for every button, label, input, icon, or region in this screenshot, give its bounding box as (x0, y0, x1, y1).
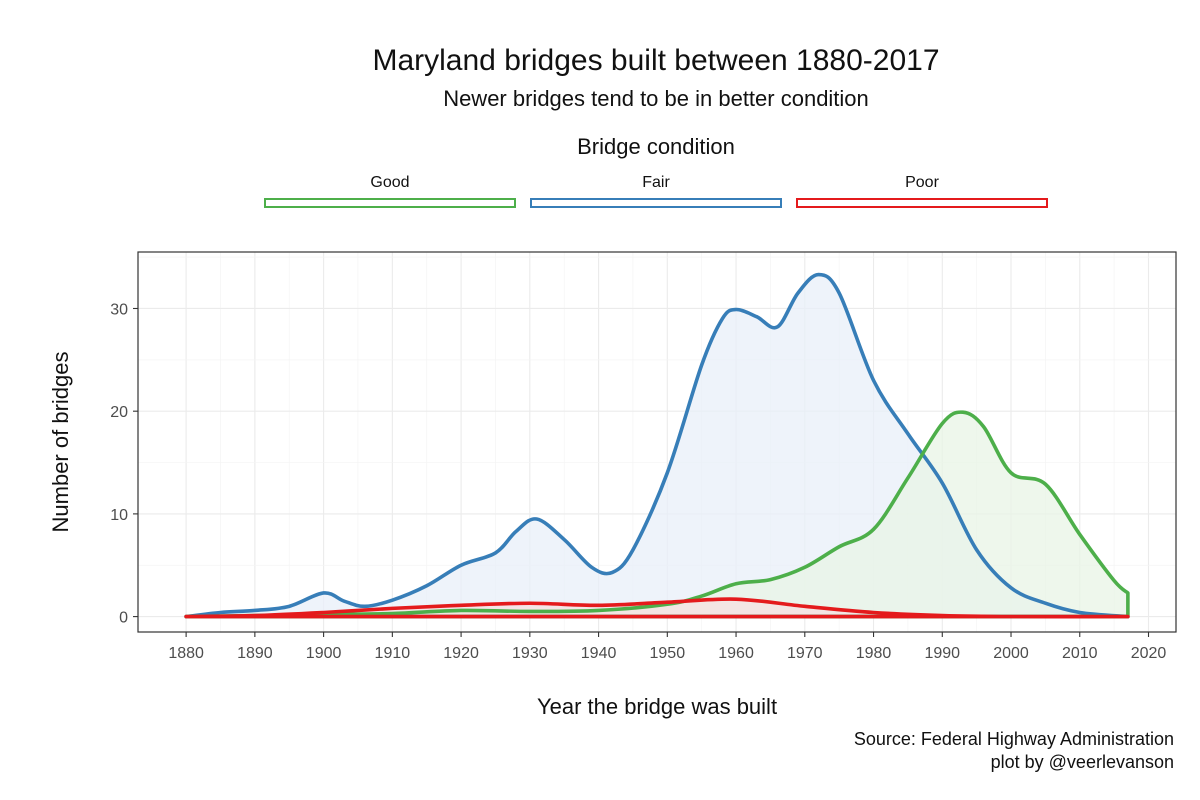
x-tick-label: 2010 (1062, 645, 1098, 662)
y-tick-label: 30 (110, 301, 128, 318)
x-tick-label: 1890 (237, 645, 273, 662)
x-tick-label: 1930 (512, 645, 548, 662)
x-tick-label: 1920 (443, 645, 479, 662)
chart-subtitle: Newer bridges tend to be in better condi… (443, 86, 869, 111)
caption: Source: Federal Highway Administration p… (854, 728, 1174, 774)
x-tick-label: 2000 (993, 645, 1029, 662)
series-area-good (186, 412, 1128, 617)
series-line-poor (184, 597, 1130, 619)
x-tick-label: 1940 (581, 645, 617, 662)
x-axis: 1880 1890 1900 1910 1920 1930 1940 1950 1960 1970… (168, 632, 1166, 662)
legend-item-poor: Poor (796, 172, 1048, 208)
caption-credit: plot by @veerlevanson (990, 752, 1174, 772)
y-axis-title: Number of bridges (48, 352, 73, 533)
legend-key-fair (530, 198, 782, 208)
caption-source: Source: Federal Highway Administration (853, 729, 1174, 749)
chart-title: Maryland bridges built between 1880-2017 (372, 44, 940, 77)
y-axis: 0 10 20 30 (110, 301, 138, 627)
legend-item-good: Good (264, 172, 516, 208)
legend-key-good (264, 198, 516, 208)
x-tick-label: 1990 (924, 645, 960, 662)
y-tick-label: 0 (119, 610, 128, 627)
x-tick-label: 1880 (168, 645, 204, 662)
legend-title: Bridge condition (577, 134, 735, 159)
panel-border (137, 251, 1177, 633)
x-tick-label: 2020 (1131, 645, 1167, 662)
x-tick-label: 1950 (650, 645, 686, 662)
x-tick-label: 1910 (375, 645, 411, 662)
y-tick-label: 20 (110, 404, 128, 421)
legend-label-poor: Poor (905, 174, 939, 191)
x-tick-label: 1960 (718, 645, 754, 662)
legend-key-poor (796, 198, 1048, 208)
legend-item-fair: Fair (530, 172, 782, 208)
series-line-fair (184, 272, 1130, 619)
legend-label-good: Good (370, 174, 410, 191)
series-lines (184, 272, 1130, 619)
x-axis-title: Year the bridge was built (537, 694, 777, 719)
y-tick-label: 10 (110, 507, 128, 524)
series-line-good (184, 410, 1130, 619)
x-tick-label: 1970 (787, 645, 823, 662)
x-tick-label: 1900 (306, 645, 342, 662)
legend-label-fair: Fair (642, 174, 670, 191)
x-tick-label: 1980 (856, 645, 892, 662)
